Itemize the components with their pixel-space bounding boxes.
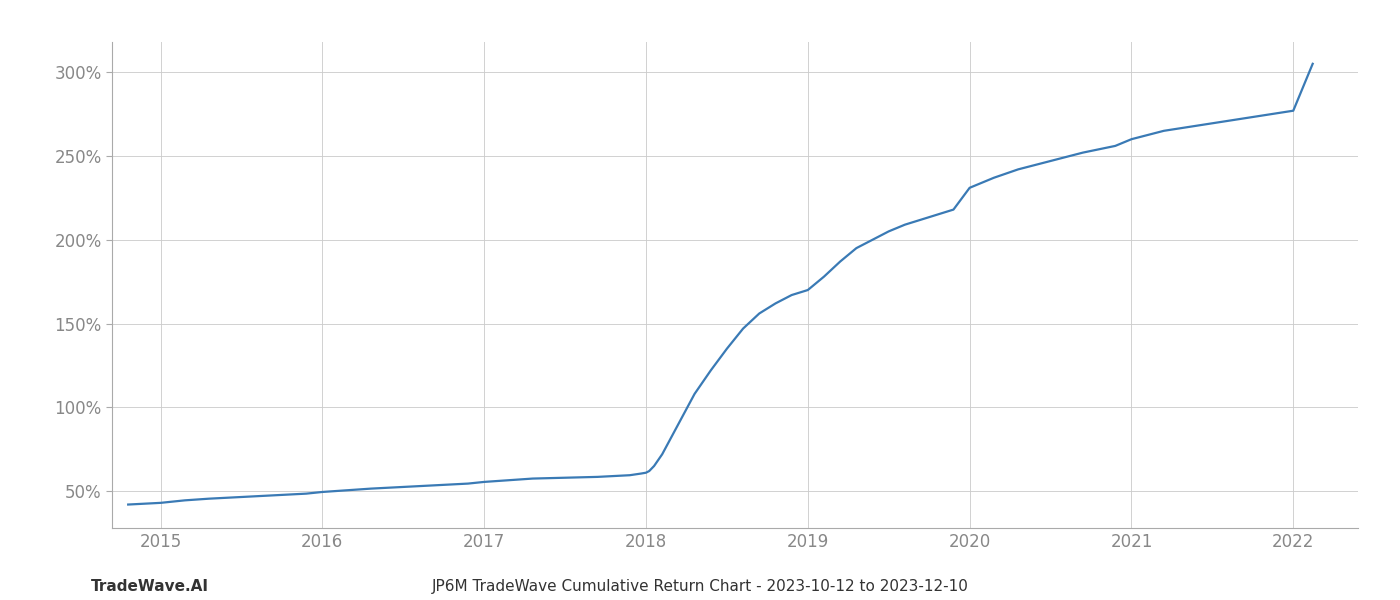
Text: TradeWave.AI: TradeWave.AI — [91, 579, 209, 594]
Text: JP6M TradeWave Cumulative Return Chart - 2023-10-12 to 2023-12-10: JP6M TradeWave Cumulative Return Chart -… — [431, 579, 969, 594]
